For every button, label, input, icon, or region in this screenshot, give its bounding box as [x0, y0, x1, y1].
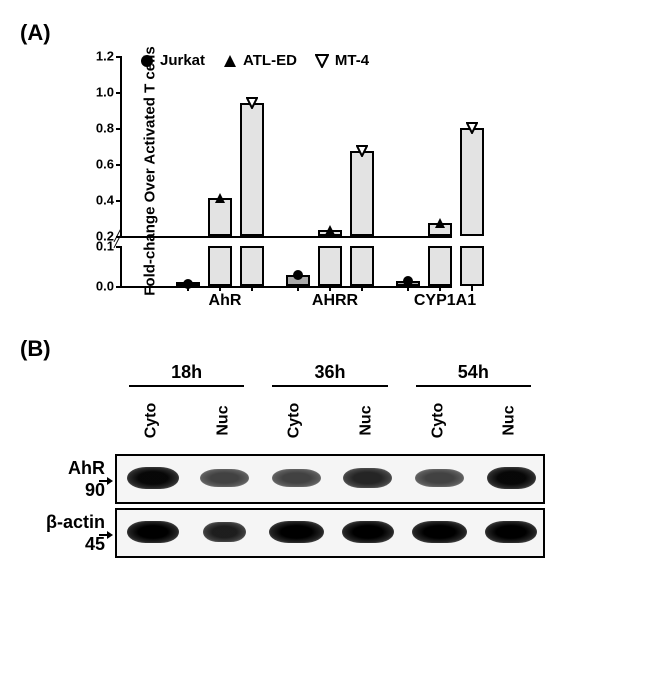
- band: [485, 521, 537, 543]
- timepoint-label: 36h: [314, 362, 345, 382]
- y-tick-label: 1.0: [96, 85, 122, 100]
- band: [203, 522, 246, 542]
- upper-axis-region: 0.20.40.60.81.01.2: [120, 56, 452, 238]
- band: [342, 521, 394, 543]
- bar: [350, 151, 374, 236]
- timepoint-label: 54h: [458, 362, 489, 382]
- y-tick-label: 0.0: [96, 279, 122, 294]
- bar-marker: [356, 145, 368, 157]
- x-group-label: CYP1A1: [414, 292, 476, 310]
- x-tick: [297, 286, 299, 291]
- bar-marker: [246, 97, 258, 109]
- bar: [240, 103, 264, 236]
- x-tick: [329, 286, 331, 291]
- lane-label: Nuc: [338, 385, 393, 457]
- lane-label: Nuc: [195, 385, 250, 457]
- x-tick: [251, 286, 253, 291]
- band: [272, 469, 321, 487]
- bar-marker: [402, 275, 414, 287]
- x-tick: [471, 286, 473, 291]
- blot-membrane: [115, 454, 545, 504]
- x-tick: [361, 286, 363, 291]
- lane-label: Cyto: [267, 385, 322, 457]
- band: [487, 467, 536, 489]
- x-tick: [219, 286, 221, 291]
- timepoint: 36h: [258, 362, 401, 387]
- western-blot: 18h 36h 54h CytoNucCytoNucCytoNuc AhR90β…: [115, 362, 545, 558]
- bar: [460, 246, 484, 286]
- blot-row: AhR90: [115, 454, 545, 504]
- bar-marker: [292, 269, 304, 281]
- blot-membrane: [115, 508, 545, 558]
- panel-b-label: (B): [20, 336, 51, 361]
- y-tick-label: 0.8: [96, 121, 122, 136]
- band: [343, 468, 392, 488]
- x-tick: [407, 286, 409, 291]
- timepoint-row: 18h 36h 54h: [115, 362, 545, 387]
- bar-marker: [466, 122, 478, 134]
- panel-a: (A) Fold-change Over Activated T cells J…: [20, 20, 626, 286]
- bar-marker: [324, 224, 336, 236]
- x-tick: [187, 286, 189, 291]
- bar-marker: [214, 192, 226, 204]
- bar-marker: [434, 217, 446, 229]
- chart-container: Fold-change Over Activated T cells Jurka…: [80, 56, 626, 286]
- bar: [318, 246, 342, 286]
- lane-label: Cyto: [410, 385, 465, 457]
- timepoint-label: 18h: [171, 362, 202, 382]
- timepoint: 18h: [115, 362, 258, 387]
- band: [200, 469, 249, 487]
- blot-rows: AhR90β-actin45: [115, 454, 545, 558]
- bar: [428, 246, 452, 286]
- arrow-icon: [99, 476, 113, 486]
- blot-row: β-actin45: [115, 508, 545, 558]
- lane-labels-row: CytoNucCytoNucCytoNuc: [115, 393, 545, 448]
- lower-axis-region: 0.00.1: [120, 246, 452, 288]
- x-group-label: AhR: [209, 292, 242, 310]
- y-tick-label: 1.2: [96, 49, 122, 64]
- bar: [240, 246, 264, 286]
- axis-break-icon: ╱╱: [114, 232, 121, 244]
- band: [415, 469, 464, 487]
- bar: [208, 246, 232, 286]
- bar-chart: Jurkat ATL-ED MT-4 0.20.40.60.81.01.2 0.…: [80, 56, 460, 286]
- panel-a-label: (A): [20, 20, 51, 45]
- band: [269, 521, 324, 543]
- lane-label: Cyto: [123, 385, 178, 457]
- arrow-icon: [99, 530, 113, 540]
- x-group-label: AHRR: [312, 292, 358, 310]
- panel-b: (B) 18h 36h 54h CytoNucCytoNucCytoNuc Ah…: [20, 336, 626, 558]
- y-tick-label: 0.4: [96, 193, 122, 208]
- bar: [460, 128, 484, 236]
- bar: [350, 246, 374, 286]
- band: [127, 467, 179, 489]
- timepoint: 54h: [402, 362, 545, 387]
- band: [127, 521, 179, 543]
- band: [412, 521, 467, 543]
- lane-label: Nuc: [482, 385, 537, 457]
- y-tick-label: 0.6: [96, 157, 122, 172]
- x-tick: [439, 286, 441, 291]
